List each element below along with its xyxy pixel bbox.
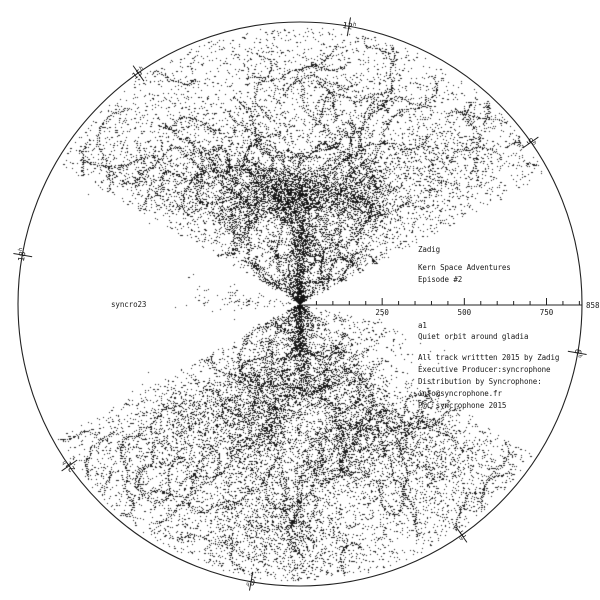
credit-line: All track writtten 2015 by Zadig [418, 353, 560, 362]
album-title: Kern Space Adventures [418, 263, 511, 272]
credit-line: Executive Producer:syncrophone [418, 365, 551, 374]
center-left-label: syncro23 [111, 300, 147, 309]
track-id: a1 [418, 321, 427, 330]
hour-label-sup: h [575, 353, 583, 358]
hour-label-sup: h [18, 247, 25, 252]
radial-axis [300, 298, 582, 306]
credit-line: P@C syncrophone 2015 [418, 401, 507, 410]
artist-name: Zadig [418, 245, 441, 254]
axis-end-label: 858 [586, 300, 600, 310]
credit-line: info@syncrophone.fr [418, 389, 502, 398]
track-title: Quiet orbit around gladia [418, 332, 529, 341]
episode-label: Episode #2 [418, 275, 463, 284]
hour-label-6h: 6h [571, 348, 583, 358]
axis-tick-label-250: 250 [375, 308, 389, 317]
survey-circle-outline [17, 21, 583, 587]
hour-ticks [13, 17, 587, 591]
axis-tick-label-750: 750 [539, 308, 554, 317]
credit-line: Distribution by Syncrophone: [418, 377, 542, 386]
axis-tick-label-500: 500 [457, 308, 472, 317]
